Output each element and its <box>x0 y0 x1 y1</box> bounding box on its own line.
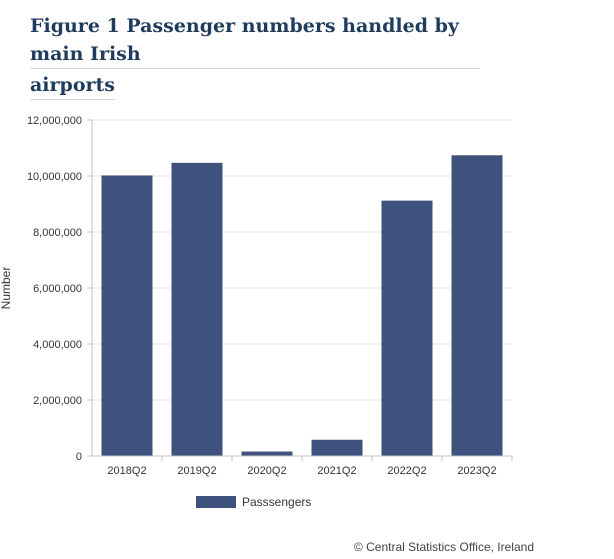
bar-2023Q2[interactable] <box>451 155 503 456</box>
y-tick-label: 4,000,000 <box>33 339 82 351</box>
y-axis-tick-labels: 0 2,000,000 4,000,000 6,000,000 8,000,000 10,… <box>27 115 92 463</box>
x-tick-label: 2019Q2 <box>177 465 216 477</box>
x-tick-label: 2022Q2 <box>387 465 426 477</box>
y-tick-label: 10,000,000 <box>27 171 82 183</box>
legend[interactable]: Passsengers <box>196 495 311 509</box>
x-tick-label: 2018Q2 <box>107 465 146 477</box>
legend-swatch <box>196 496 236 508</box>
chart-title-line-2: airports <box>30 71 115 100</box>
bar-2021Q2[interactable] <box>311 439 363 456</box>
legend-label: Passsengers <box>242 495 311 509</box>
bar-chart: 0 2,000,000 4,000,000 6,000,000 8,000,000 10,… <box>0 115 513 509</box>
y-tick-label: 2,000,000 <box>33 395 82 407</box>
x-tick-label: 2021Q2 <box>317 465 356 477</box>
x-tick-label: 2023Q2 <box>457 465 496 477</box>
bar-2019Q2[interactable] <box>171 162 223 456</box>
x-axis-tick-labels: 2018Q2 2019Q2 2020Q2 2021Q2 2022Q2 2023Q2 <box>107 456 513 477</box>
x-tick-label: 2020Q2 <box>247 465 286 477</box>
bar-2018Q2[interactable] <box>101 175 153 456</box>
gridlines <box>92 119 512 401</box>
y-tick-label: 12,000,000 <box>27 115 82 127</box>
y-tick-label: 6,000,000 <box>33 283 82 295</box>
chart-title-line-1: Figure 1 Passenger numbers handled by ma… <box>30 12 480 69</box>
y-tick-label: 0 <box>76 451 82 463</box>
bar-2022Q2[interactable] <box>381 200 433 456</box>
axes <box>91 120 512 457</box>
chart-title: Figure 1 Passenger numbers handled by ma… <box>30 12 480 100</box>
y-axis-label: Number <box>0 267 13 310</box>
bars <box>101 155 503 456</box>
y-tick-label: 8,000,000 <box>33 227 82 239</box>
source-credit: © Central Statistics Office, Ireland <box>353 540 534 554</box>
bar-2020Q2[interactable] <box>241 451 293 456</box>
